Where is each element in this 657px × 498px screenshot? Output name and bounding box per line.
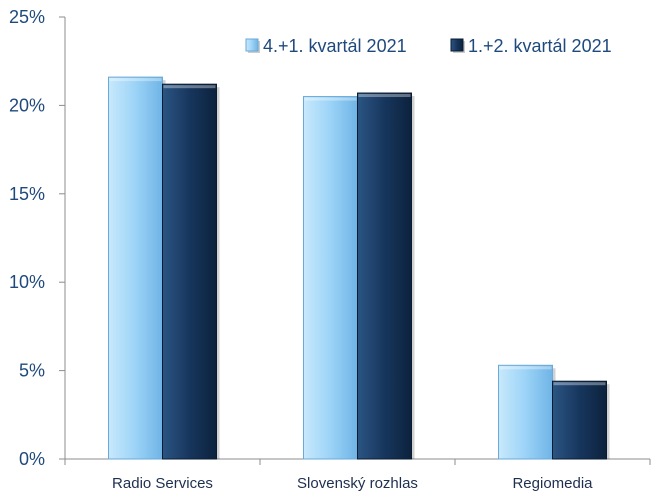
x-tick-label: Regiomedia bbox=[512, 475, 593, 492]
y-tick-label: 15% bbox=[9, 184, 45, 204]
legend-label: 1.+2. kvartál 2021 bbox=[468, 36, 612, 56]
bar bbox=[498, 364, 553, 460]
bar-highlight bbox=[109, 78, 162, 82]
y-tick-label: 10% bbox=[9, 272, 45, 292]
bar bbox=[108, 76, 163, 460]
x-axis-labels: Radio Services Slovenský rozhlas Regiomedi… bbox=[112, 475, 593, 492]
bar-highlight bbox=[553, 382, 606, 386]
y-tick-label: 0% bbox=[19, 449, 45, 469]
y-tick-label: 25% bbox=[9, 7, 45, 27]
y-tick-label: 20% bbox=[9, 95, 45, 115]
bar bbox=[303, 96, 358, 460]
bar bbox=[357, 92, 412, 460]
bars bbox=[108, 76, 610, 460]
y-axis-labels: 0% 5% 10% 15% 20% 25% bbox=[9, 7, 45, 469]
legend: 4.+1. kvartál 2021 1.+2. kvartál 2021 bbox=[245, 36, 612, 56]
legend-swatch bbox=[245, 38, 259, 52]
legend-label: 4.+1. kvartál 2021 bbox=[263, 36, 407, 56]
bar-highlight bbox=[499, 366, 552, 370]
x-tick-label: Slovenský rozhlas bbox=[297, 475, 418, 492]
legend-swatch bbox=[450, 38, 464, 52]
bar-highlight bbox=[304, 97, 357, 101]
x-tick-label: Radio Services bbox=[112, 475, 213, 492]
bar-highlight bbox=[163, 85, 216, 89]
bar bbox=[552, 380, 607, 460]
y-tick-label: 5% bbox=[19, 361, 45, 381]
bar bbox=[162, 83, 217, 460]
bar-highlight bbox=[358, 94, 411, 98]
